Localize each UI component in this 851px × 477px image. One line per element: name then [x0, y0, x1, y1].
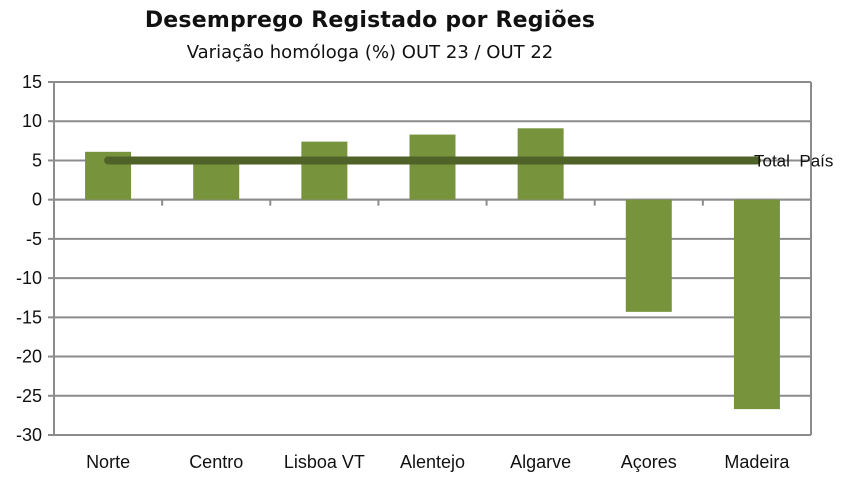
total-pais-label: Total País: [754, 151, 833, 170]
x-tick-label: Centro: [189, 452, 243, 472]
y-tick-label: -30: [16, 425, 42, 445]
y-tick-label: -20: [16, 347, 42, 367]
chart-title: Desemprego Registado por Regiões: [144, 8, 596, 33]
y-tick-label: 10: [22, 111, 42, 131]
y-tick-label: -5: [26, 229, 42, 249]
y-tick-label: 0: [32, 190, 42, 210]
bar-lisboa-vt: [301, 141, 348, 200]
x-tick-label: Norte: [86, 452, 130, 472]
bar-madeira: [733, 199, 780, 410]
y-tick-label: 5: [32, 150, 42, 170]
gridlines: [54, 81, 811, 436]
y-tick-labels: 15 10 5 0 -5 -10 -15 -20 -25 -30: [16, 72, 42, 445]
bar-centro: [193, 160, 240, 200]
y-tick-label: -10: [16, 268, 42, 288]
y-tick-label: 15: [22, 72, 42, 92]
x-tick-label: Madeira: [724, 452, 790, 472]
y-tick-label: -15: [16, 307, 42, 327]
x-tick-label: Lisboa VT: [284, 452, 365, 472]
total-line-group: Total País: [104, 151, 833, 170]
x-tick-label: Algarve: [510, 452, 571, 472]
bar-alentejo: [409, 134, 456, 200]
y-tick-label: -25: [16, 386, 42, 406]
bars: [85, 128, 780, 410]
bar-a-ores: [625, 199, 672, 312]
chart-subtitle: Variação homóloga (%) OUT 23 / OUT 22: [186, 42, 554, 63]
x-tick-labels: Norte Centro Lisboa VT Alentejo Algarve Açore…: [86, 452, 790, 472]
x-tick-label: Alentejo: [400, 452, 465, 472]
x-tick-label: Açores: [621, 452, 677, 472]
